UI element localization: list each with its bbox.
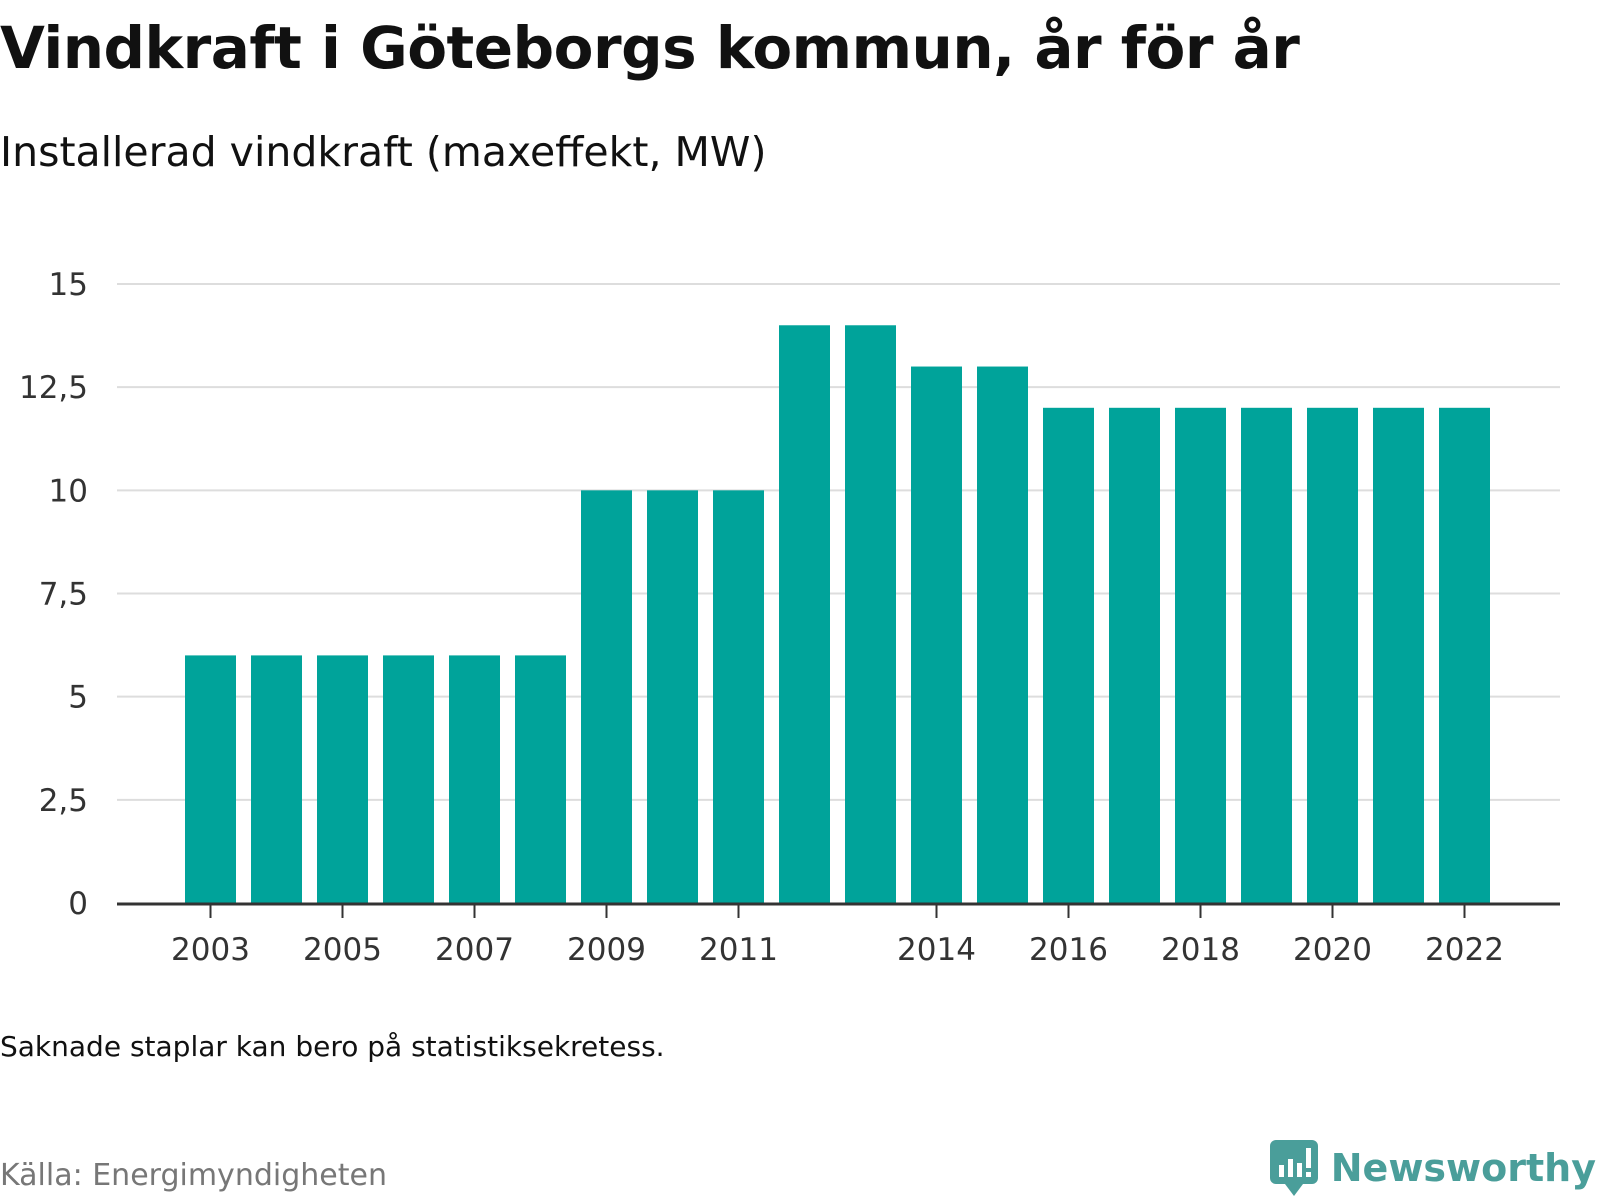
x-axis-ticks: 2003 2005 2007 2009 2011 2014 2016 2018 2020 2022	[171, 904, 1504, 968]
y-tick-label: 2,5	[39, 783, 88, 819]
x-tick-label: 2020	[1293, 932, 1372, 968]
x-tick-label: 2014	[897, 932, 976, 968]
bar-2010	[647, 490, 698, 903]
bar-2004	[251, 655, 302, 903]
y-tick-label: 12,5	[19, 370, 88, 406]
bar-2019	[1241, 407, 1292, 903]
newsworthy-logo-icon	[1269, 1140, 1318, 1196]
bar-2013	[845, 325, 896, 903]
bar-2021	[1373, 407, 1424, 903]
chart-subtitle: Installerad vindkraft (maxeffekt, MW)	[0, 128, 767, 176]
x-tick-label: 2018	[1161, 932, 1240, 968]
footnote: Saknade staplar kan bero på statistiksek…	[0, 1030, 665, 1063]
bar-2020	[1307, 407, 1358, 903]
brand-name: Newsworthy	[1330, 1146, 1596, 1190]
bar-2014	[911, 366, 962, 903]
bar-2011	[713, 490, 764, 903]
bar-2018	[1175, 407, 1226, 903]
x-tick-label: 2022	[1425, 932, 1504, 968]
bar-2015	[977, 366, 1028, 903]
x-tick-label: 2011	[699, 932, 778, 968]
bars	[185, 325, 1490, 903]
x-tick-label: 2009	[567, 932, 646, 968]
source-label: Källa: Energimyndigheten	[0, 1158, 387, 1193]
bar-2009	[581, 490, 632, 903]
bar-2007	[449, 655, 500, 903]
bar-2016	[1043, 407, 1094, 903]
y-tick-label: 15	[49, 267, 88, 303]
x-tick-label: 2007	[435, 932, 514, 968]
y-tick-label: 5	[68, 680, 88, 716]
chart-title: Vindkraft i Göteborgs kommun, år för år	[0, 14, 1300, 82]
brand-logo: Newsworthy	[1269, 1140, 1596, 1196]
bar-2005	[317, 655, 368, 903]
x-tick-label: 2016	[1029, 932, 1108, 968]
bar-2012	[779, 325, 830, 903]
bar-2008	[515, 655, 566, 903]
bar-2017	[1109, 407, 1160, 903]
y-tick-label: 0	[68, 886, 88, 922]
bar-2003	[185, 655, 236, 903]
y-axis-ticks: 0 2,5 5 7,5 10 12,5 15	[19, 267, 88, 922]
bar-chart: 0 2,5 5 7,5 10 12,5 15 2003 2005 2007 2009 2011 201…	[19, 267, 1560, 968]
y-tick-label: 10	[49, 473, 88, 509]
y-tick-label: 7,5	[39, 577, 88, 613]
bar-2022	[1439, 407, 1490, 903]
x-tick-label: 2003	[171, 932, 250, 968]
x-tick-label: 2005	[303, 932, 382, 968]
bar-2006	[383, 655, 434, 903]
